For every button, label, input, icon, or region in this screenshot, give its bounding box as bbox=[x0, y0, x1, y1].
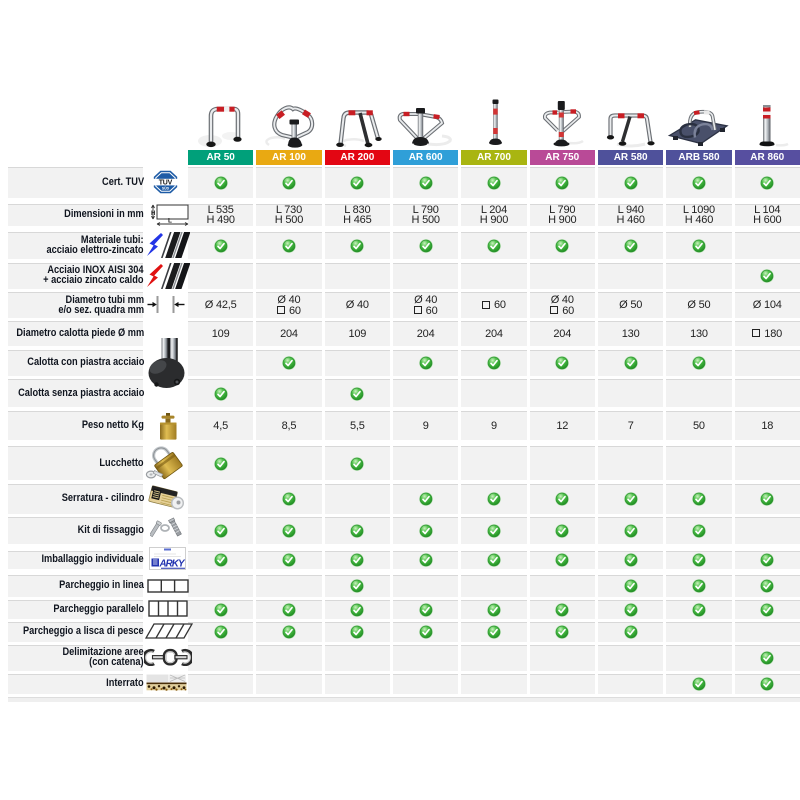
svg-text:TUV: TUV bbox=[159, 180, 173, 187]
svg-text:L: L bbox=[168, 218, 172, 225]
svg-text:SÜD: SÜD bbox=[162, 186, 170, 191]
svg-text:ARKY: ARKY bbox=[159, 559, 186, 570]
svg-text:H: H bbox=[151, 211, 155, 217]
